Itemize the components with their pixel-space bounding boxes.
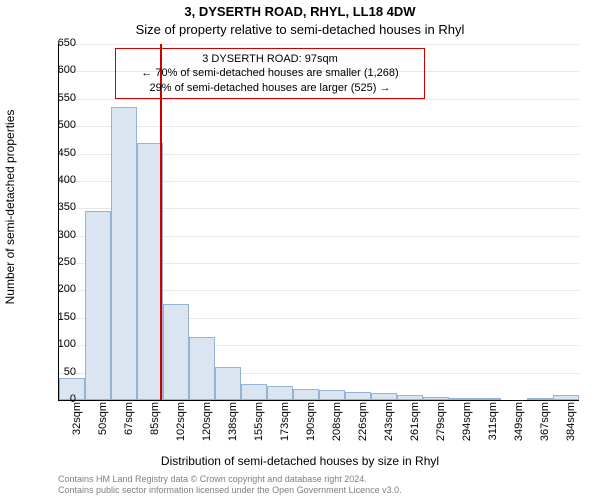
annotation-line3: 29% of semi-detached houses are larger (…: [122, 81, 418, 95]
x-tick-label: 243sqm: [383, 402, 395, 452]
gridline: [59, 44, 579, 45]
annotation-line1: 3 DYSERTH ROAD: 97sqm: [122, 52, 418, 66]
histogram-bar: [345, 392, 371, 400]
histogram-bar: [267, 386, 293, 400]
x-tick-label: 138sqm: [227, 402, 239, 452]
x-tick-label: 367sqm: [539, 402, 551, 452]
x-tick-label: 155sqm: [253, 402, 265, 452]
chart-title-sub: Size of property relative to semi-detach…: [0, 22, 600, 37]
y-tick-label: 300: [46, 229, 76, 241]
histogram-bar: [319, 390, 345, 400]
histogram-bar: [85, 211, 111, 400]
attribution-line2: Contains public sector information licen…: [58, 485, 402, 496]
chart-title-main: 3, DYSERTH ROAD, RHYL, LL18 4DW: [0, 4, 600, 19]
y-tick-label: 50: [46, 366, 76, 378]
histogram-bar: [527, 398, 553, 400]
x-tick-label: 279sqm: [435, 402, 447, 452]
x-tick-label: 190sqm: [305, 402, 317, 452]
gridline: [59, 99, 579, 100]
histogram-bar: [423, 397, 449, 400]
histogram-bar: [189, 337, 215, 400]
histogram-bar: [449, 398, 475, 400]
y-tick-label: 200: [46, 283, 76, 295]
x-tick-label: 32sqm: [71, 402, 83, 452]
y-tick-label: 550: [46, 92, 76, 104]
x-tick-label: 311sqm: [487, 402, 499, 452]
y-tick-label: 150: [46, 311, 76, 323]
y-tick-label: 450: [46, 147, 76, 159]
histogram-bar: [293, 389, 319, 400]
x-axis-label: Distribution of semi-detached houses by …: [0, 454, 600, 468]
x-tick-label: 102sqm: [175, 402, 187, 452]
x-tick-label: 208sqm: [331, 402, 343, 452]
annotation-line2: ← 70% of semi-detached houses are smalle…: [122, 66, 418, 80]
x-tick-label: 226sqm: [357, 402, 369, 452]
histogram-bar: [111, 107, 137, 400]
plot-area: 3 DYSERTH ROAD: 97sqm← 70% of semi-detac…: [58, 44, 579, 401]
histogram-bar: [241, 384, 267, 400]
histogram-bar: [137, 143, 163, 400]
x-tick-label: 67sqm: [123, 402, 135, 452]
x-tick-label: 173sqm: [279, 402, 291, 452]
x-tick-label: 85sqm: [149, 402, 161, 452]
y-axis-label: Number of semi-detached properties: [3, 57, 17, 357]
gridline: [59, 126, 579, 127]
x-tick-label: 120sqm: [201, 402, 213, 452]
histogram-bar: [371, 393, 397, 400]
attribution-line1: Contains HM Land Registry data © Crown c…: [58, 474, 402, 485]
y-tick-label: 650: [46, 37, 76, 49]
y-tick-label: 600: [46, 64, 76, 76]
x-tick-label: 261sqm: [409, 402, 421, 452]
x-tick-label: 384sqm: [565, 402, 577, 452]
histogram-bar: [163, 304, 189, 400]
attribution-text: Contains HM Land Registry data © Crown c…: [58, 474, 402, 496]
histogram-bar: [397, 395, 423, 400]
x-tick-label: 349sqm: [513, 402, 525, 452]
histogram-bar: [215, 367, 241, 400]
x-tick-label: 294sqm: [461, 402, 473, 452]
y-tick-label: 100: [46, 338, 76, 350]
y-tick-label: 250: [46, 256, 76, 268]
y-tick-label: 500: [46, 119, 76, 131]
y-tick-label: 400: [46, 174, 76, 186]
x-tick-label: 50sqm: [97, 402, 109, 452]
histogram-bar: [553, 395, 579, 400]
annotation-box: 3 DYSERTH ROAD: 97sqm← 70% of semi-detac…: [115, 48, 425, 99]
y-tick-label: 350: [46, 201, 76, 213]
chart-container: 3, DYSERTH ROAD, RHYL, LL18 4DW Size of …: [0, 0, 600, 500]
histogram-bar: [475, 398, 501, 400]
